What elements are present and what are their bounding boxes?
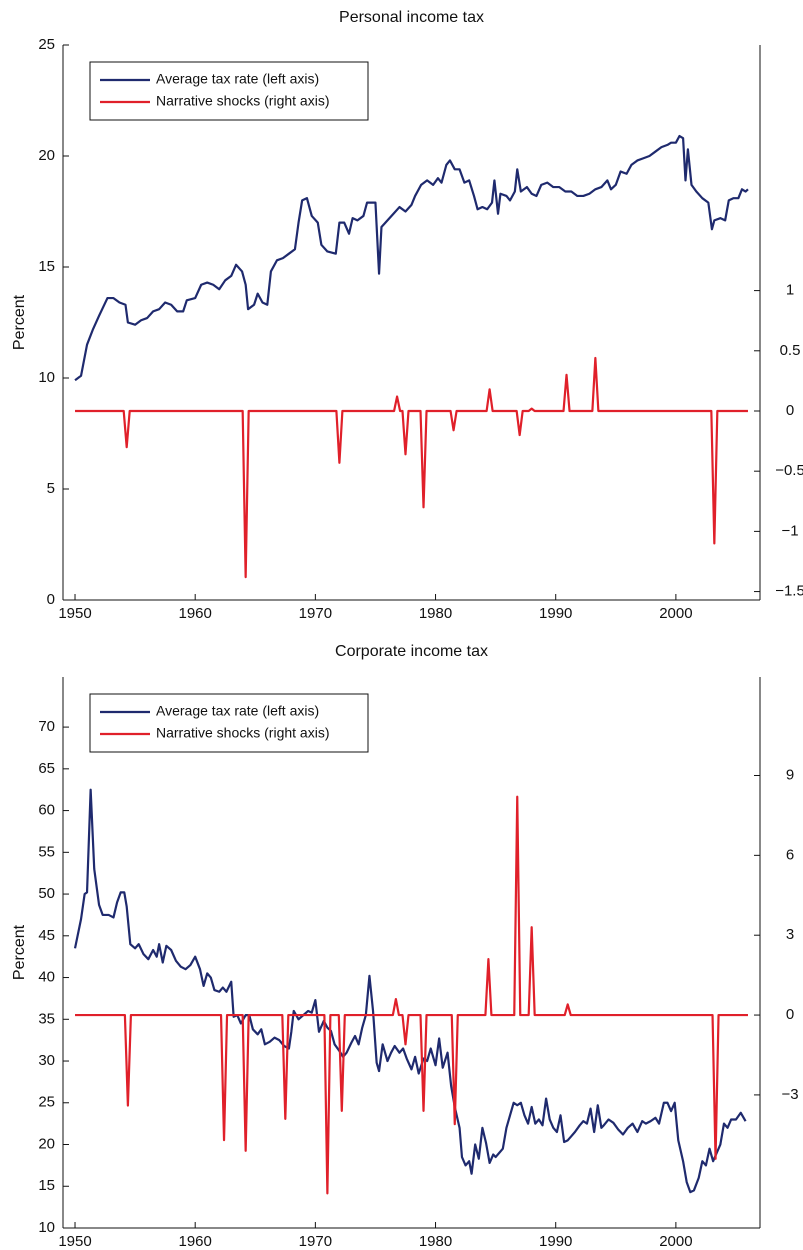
x-tick-label: 1970 (299, 1233, 332, 1250)
series-line (75, 356, 748, 579)
legend-label: Average tax rate (left axis) (156, 703, 319, 719)
chart-title: Personal income tax (339, 9, 484, 26)
legend-label: Narrative shocks (right axis) (156, 93, 330, 109)
y2-tick-label: −3 (781, 1086, 798, 1103)
y2-tick-label: 6 (786, 846, 794, 863)
series-line (75, 795, 748, 1195)
y-tick-label: 10 (38, 369, 55, 386)
y-tick-label: 25 (38, 36, 55, 53)
x-tick-label: 1990 (539, 1233, 572, 1250)
legend-label: Average tax rate (left axis) (156, 71, 319, 87)
x-tick-label: 1970 (299, 605, 332, 622)
x-tick-label: 1980 (419, 1233, 452, 1250)
legend-label: Narrative shocks (right axis) (156, 725, 330, 741)
y-tick-label: 50 (38, 885, 55, 902)
y-tick-label: 20 (38, 1135, 55, 1152)
y-axis-label: Percent (11, 294, 28, 350)
series-line (73, 788, 747, 1194)
x-tick-label: 1950 (58, 605, 91, 622)
y-tick-label: 20 (38, 147, 55, 164)
y2-tick-label: 0 (786, 402, 794, 419)
y2-tick-label: 0.5 (780, 342, 801, 359)
legend-box (89, 693, 369, 753)
x-tick-label: 1950 (58, 1233, 91, 1250)
y2-tick-label: 0 (786, 1006, 794, 1023)
chart-title: Corporate income tax (335, 643, 488, 660)
x-tick-label: 1960 (179, 1233, 212, 1250)
y-tick-label: 10 (38, 1219, 55, 1236)
y2-tick-label: 9 (786, 766, 794, 783)
y2-tick-label: −1.5 (775, 583, 803, 600)
y-tick-label: 60 (38, 802, 55, 819)
x-tick-label: 1960 (179, 605, 212, 622)
y-tick-label: 70 (38, 718, 55, 735)
x-tick-label: 1990 (539, 605, 572, 622)
y2-tick-label: 1 (786, 282, 794, 299)
y-tick-label: 15 (38, 1177, 55, 1194)
y2-tick-label: 3 (786, 926, 794, 943)
y-tick-label: 65 (38, 760, 55, 777)
y-tick-label: 0 (47, 591, 55, 608)
legend-box (89, 61, 369, 121)
x-tick-label: 1980 (419, 605, 452, 622)
y2-tick-label: −1 (781, 522, 798, 539)
y-tick-label: 15 (38, 258, 55, 275)
y-tick-label: 30 (38, 1052, 55, 1069)
y-tick-label: 5 (47, 480, 55, 497)
y-tick-label: 45 (38, 927, 55, 944)
x-tick-label: 2000 (659, 605, 692, 622)
y2-tick-label: −0.5 (775, 462, 803, 479)
y-axis-label: Percent (11, 924, 28, 980)
series-line (74, 134, 749, 382)
y-tick-label: 35 (38, 1010, 55, 1027)
y-tick-label: 55 (38, 843, 55, 860)
y-tick-label: 25 (38, 1094, 55, 1111)
y-tick-label: 40 (38, 969, 55, 986)
x-tick-label: 2000 (659, 1233, 692, 1250)
